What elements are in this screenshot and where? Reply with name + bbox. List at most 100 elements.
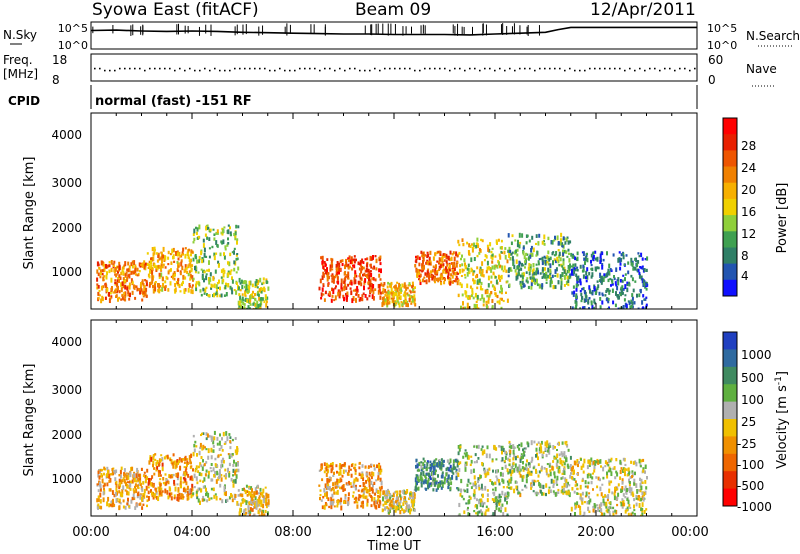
scatter-cell <box>522 474 525 479</box>
scatter-cell <box>561 472 564 475</box>
scatter-cell <box>566 275 569 280</box>
scatter-cell <box>530 472 533 476</box>
scatter-cell <box>571 476 573 480</box>
scatter-cell <box>627 512 630 516</box>
scatter-cell <box>189 488 192 493</box>
scatter-cell <box>360 270 363 274</box>
scatter-cell <box>642 497 645 502</box>
scatter-cell <box>558 453 561 457</box>
scatter-cell <box>547 473 550 478</box>
scatter-cell <box>360 505 363 508</box>
scatter-cell <box>233 479 235 483</box>
colorbar-swatch <box>723 198 737 216</box>
scatter-cell <box>143 266 146 270</box>
scatter-cell <box>357 294 360 298</box>
freq-dot <box>369 69 371 72</box>
scatter-cell <box>614 476 617 480</box>
scatter-cell <box>550 478 553 484</box>
scatter-cell <box>448 263 451 269</box>
scatter-cell <box>474 307 477 309</box>
scatter-cell <box>345 261 348 266</box>
scatter-cell <box>377 475 380 480</box>
scatter-cell <box>170 268 172 272</box>
scatter-cell <box>380 485 383 490</box>
scatter-cell <box>633 478 636 483</box>
scatter-cell <box>226 436 229 442</box>
scatter-cell <box>597 507 600 512</box>
beam-title: Beam 09 <box>355 0 431 20</box>
scatter-cell <box>379 477 382 482</box>
scatter-cell <box>123 468 126 472</box>
scatter-cell <box>545 453 548 458</box>
scatter-cell <box>520 442 523 448</box>
scatter-cell <box>379 465 382 471</box>
scatter-cell <box>426 462 429 467</box>
scatter-cell <box>460 275 463 278</box>
scatter-cell <box>548 275 551 280</box>
scatter-cell <box>106 466 109 471</box>
velocity-colorbar-label-sup: -1 <box>774 376 784 385</box>
colorbar-swatch <box>723 349 737 368</box>
scatter-cell <box>573 478 576 481</box>
scatter-cell <box>464 453 467 458</box>
scatter-cell <box>260 290 263 294</box>
scatter-cell <box>537 456 539 461</box>
colorbar-swatch <box>723 118 737 135</box>
scatter-cell <box>345 286 348 290</box>
scatter-cell <box>420 464 423 469</box>
scatter-cell <box>181 265 184 271</box>
scatter-cell <box>260 499 263 504</box>
scatter-cell <box>583 501 586 504</box>
scatter-cell <box>368 493 371 497</box>
scatter-cell <box>460 488 462 493</box>
scatter-cell <box>592 508 595 513</box>
scatter-cell <box>343 499 346 503</box>
scatter-cell <box>248 502 251 506</box>
scatter-cell <box>185 471 188 476</box>
scatter-cell <box>423 254 426 257</box>
scatter-cell <box>463 510 466 514</box>
scatter-cell <box>128 265 131 268</box>
scatter-cell <box>243 499 246 503</box>
scatter-cell <box>474 292 477 298</box>
scatter-cell <box>164 488 167 494</box>
scatter-cell <box>162 477 165 481</box>
scatter-cell <box>617 483 620 487</box>
scatter-cell <box>220 445 223 449</box>
scatter-cell <box>416 476 419 481</box>
scatter-cell <box>528 263 531 267</box>
scatter-cell <box>198 224 201 230</box>
scatter-cell <box>157 472 160 477</box>
scatter-cell <box>115 498 118 503</box>
scatter-cell <box>187 254 190 259</box>
scatter-cell <box>475 275 477 279</box>
scatter-cell <box>161 462 164 467</box>
scatter-cell <box>233 232 236 237</box>
freq-dot <box>209 69 211 72</box>
power-colorbar <box>723 118 737 297</box>
scatter-cell <box>506 259 509 264</box>
scatter-cell <box>485 509 488 512</box>
scatter-cell <box>179 481 182 486</box>
scatter-cell <box>349 287 352 290</box>
scatter-cell <box>476 460 478 464</box>
scatter-cell <box>429 463 432 467</box>
freq-dot <box>404 67 406 70</box>
scatter-cell <box>177 264 180 268</box>
scatter-cell <box>130 272 133 275</box>
scatter-cell <box>166 479 169 483</box>
scatter-cell <box>122 277 125 281</box>
scatter-cell <box>476 294 479 300</box>
scatter-cell <box>225 491 227 497</box>
scatter-cell <box>121 295 124 300</box>
scatter-cell <box>605 501 608 507</box>
scatter-cell <box>625 468 628 471</box>
scatter-cell <box>487 471 490 476</box>
scatter-cell <box>545 276 548 282</box>
scatter-cell <box>212 275 215 280</box>
scatter-cell <box>161 287 164 292</box>
scatter-cell <box>373 501 376 506</box>
scatter-cell <box>472 272 475 276</box>
scatter-cell <box>521 475 524 479</box>
scatter-cell <box>619 470 622 475</box>
